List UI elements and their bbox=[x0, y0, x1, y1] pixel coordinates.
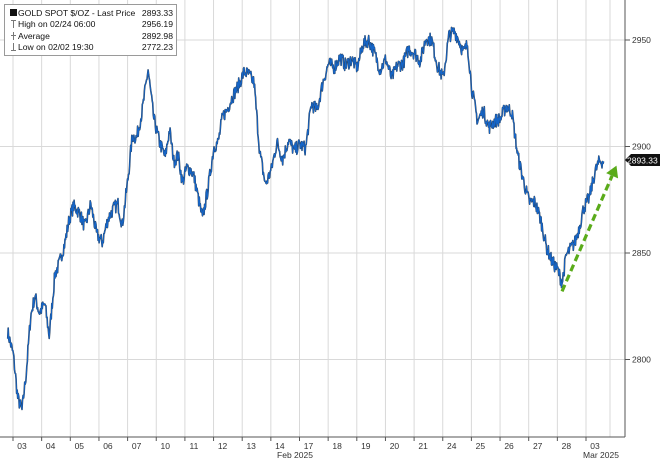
x-tick-label: 28 bbox=[562, 441, 572, 451]
x-tick-label: 13 bbox=[246, 441, 256, 451]
arrow-head bbox=[606, 165, 619, 179]
legend-average-label: Average bbox=[18, 30, 50, 41]
x-axis: 03 04 05 06 07 10 11 12 13 14 17 18 19 20 21 24 25 26 27 28… bbox=[12, 437, 600, 451]
y-axis: 2800 2850 2900 2950 bbox=[625, 35, 651, 365]
x-tick-label: 06 bbox=[103, 441, 113, 451]
y-tick-label: 2950 bbox=[632, 35, 651, 45]
last-price-marker: 2893.33 bbox=[625, 154, 660, 166]
chart-legend: GOLD SPOT $/OZ - Last Price 2893.33 High… bbox=[4, 4, 177, 56]
legend-title: GOLD SPOT $/OZ - Last Price bbox=[18, 7, 136, 18]
high-marker-icon bbox=[8, 20, 18, 29]
arrow-shaft bbox=[560, 175, 614, 292]
legend-high-value: 2956.19 bbox=[141, 19, 173, 30]
x-tick-label: 24 bbox=[447, 441, 457, 451]
x-tick-label: 10 bbox=[161, 441, 171, 451]
legend-low-label: Low on 02/02 19:30 bbox=[18, 42, 94, 53]
y-tick-label: 2850 bbox=[632, 248, 651, 258]
average-marker-icon bbox=[8, 31, 18, 40]
x-period-label-mar: Mar 2025 bbox=[583, 450, 619, 460]
x-period-label-feb: Feb 2025 bbox=[277, 450, 313, 460]
legend-row-average: Average 2892.98 bbox=[8, 30, 173, 42]
x-tick-label: 17 bbox=[304, 441, 314, 451]
plot-area bbox=[0, 0, 625, 437]
x-tick-label: 25 bbox=[476, 441, 486, 451]
x-tick-label: 18 bbox=[332, 441, 342, 451]
x-tick-label: 27 bbox=[533, 441, 543, 451]
x-tick-label: 12 bbox=[218, 441, 228, 451]
legend-row-high: High on 02/24 06:00 2956.19 bbox=[8, 19, 173, 31]
legend-row-last-price: GOLD SPOT $/OZ - Last Price 2893.33 bbox=[8, 7, 173, 19]
legend-average-value: 2892.98 bbox=[141, 30, 173, 41]
price-series bbox=[6, 26, 605, 411]
legend-last-value: 2893.33 bbox=[141, 7, 173, 18]
x-tick-label: 05 bbox=[75, 441, 85, 451]
x-tick-label: 07 bbox=[132, 441, 142, 451]
y-tick-label: 2900 bbox=[632, 142, 651, 152]
uptrend-arrow bbox=[560, 165, 619, 292]
series-line bbox=[7, 26, 605, 410]
y-tick-label: 2800 bbox=[632, 355, 651, 365]
last-price-label: 2893.33 bbox=[627, 156, 658, 166]
legend-row-low: Low on 02/02 19:30 2772.23 bbox=[8, 42, 173, 54]
x-tick-label: 03 bbox=[590, 441, 600, 451]
x-tick-label: 19 bbox=[361, 441, 371, 451]
legend-low-value: 2772.23 bbox=[141, 42, 173, 53]
x-tick-label: 04 bbox=[46, 441, 56, 451]
series-square-icon bbox=[8, 9, 18, 17]
low-marker-icon bbox=[8, 43, 18, 52]
x-tick-label: 21 bbox=[418, 441, 428, 451]
legend-high-label: High on 02/24 06:00 bbox=[18, 19, 96, 30]
x-tick-label: 26 bbox=[504, 441, 514, 451]
x-tick-label: 03 bbox=[17, 441, 27, 451]
x-tick-label: 14 bbox=[275, 441, 285, 451]
x-tick-label: 20 bbox=[390, 441, 400, 451]
x-tick-label: 11 bbox=[189, 441, 198, 451]
